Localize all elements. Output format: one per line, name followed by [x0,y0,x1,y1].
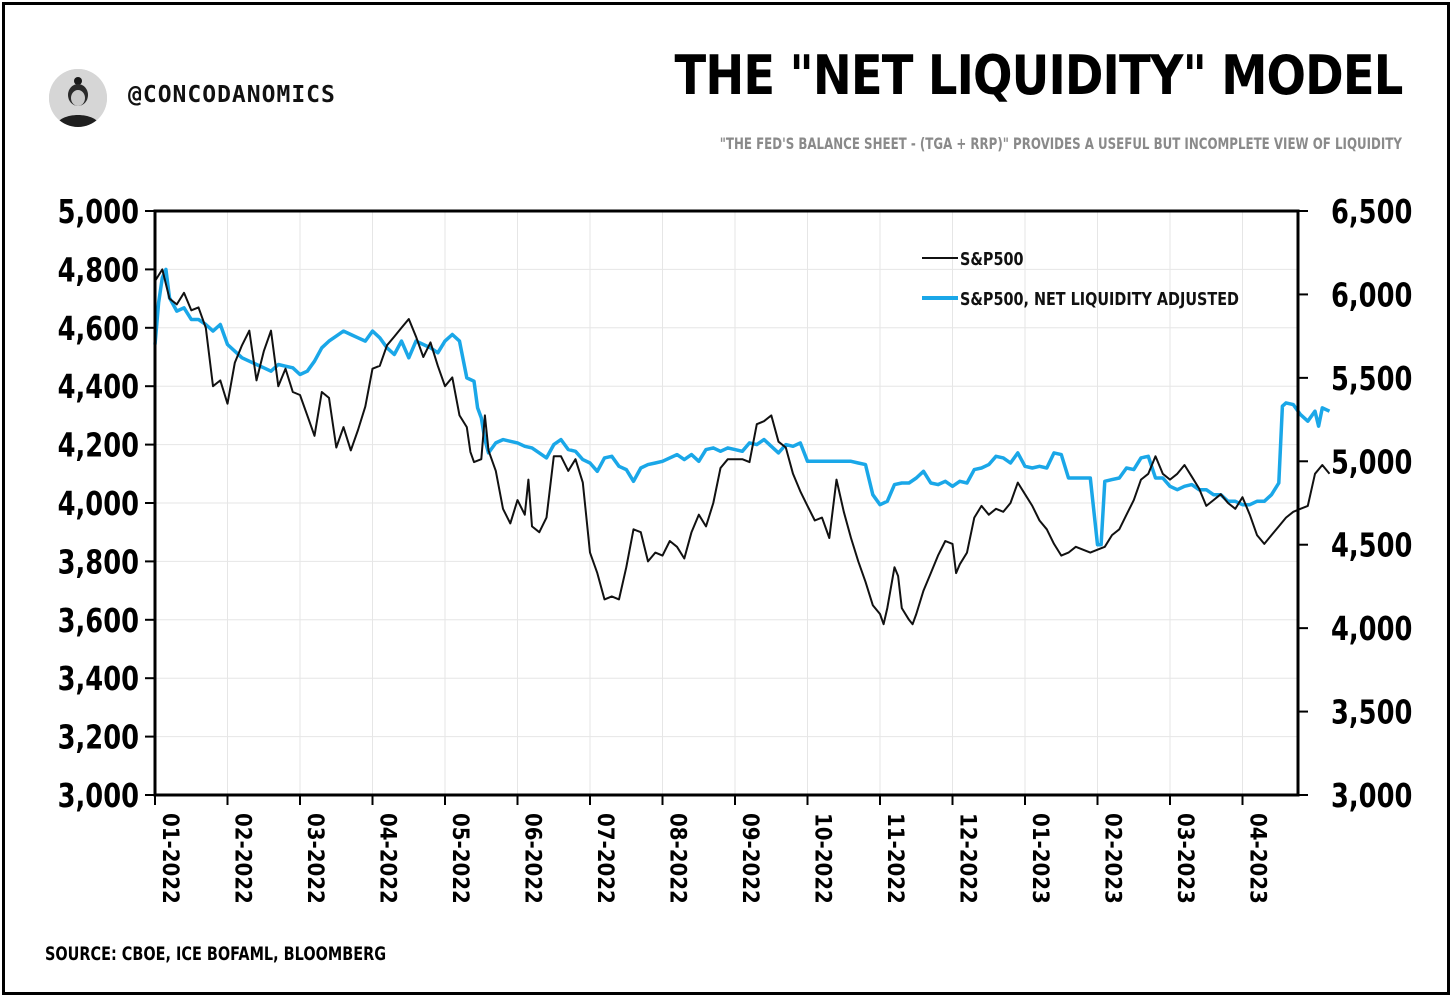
x-tick-label: 04-2023 [1245,813,1270,904]
avatar-portrait-icon [49,69,107,127]
series-line-net-liquidity-adjusted [153,267,1331,547]
y-axis-left: 3,000 3,200 3,400 3,600 3,800 4,000 4,200 4,400… [58,193,155,815]
y-left-tick-label: 3,600 [58,602,139,640]
legend-label-net-liquidity-adjusted: S&P500, NET LIQUIDITY ADJUSTED [960,288,1239,309]
y-left-tick-label: 4,400 [58,368,139,406]
y-left-tick-label: 3,200 [58,718,139,756]
chart-subtitle: "THE FED'S BALANCE SHEET - (TGA + RRP)" … [719,134,1402,153]
x-tick-label: 04-2022 [375,813,400,904]
y-left-tick-label: 4,800 [58,251,139,289]
x-tick-label: 11-2022 [883,813,908,904]
y-right-tick-label: 4,000 [1331,610,1412,648]
author-handle: @CONCODANOMICS [128,82,336,108]
legend: S&P500 S&P500, NET LIQUIDITY ADJUSTED [922,248,1239,309]
avatar [49,69,107,127]
y-left-tick-label: 4,000 [58,485,139,523]
y-left-tick-label: 3,400 [58,660,139,698]
y-right-tick-label: 3,000 [1331,777,1412,815]
x-tick-label: 06-2022 [520,813,545,904]
y-right-tick-label: 5,500 [1331,360,1412,398]
y-right-tick-label: 6,500 [1331,193,1412,231]
x-tick-label: 01-2022 [158,813,183,904]
x-tick-label: 02-2023 [1100,813,1125,904]
y-right-tick-label: 4,500 [1331,527,1412,565]
x-tick-label: 02-2022 [230,813,255,904]
chart-title: THE "NET LIQUIDITY" MODEL [674,44,1403,107]
y-right-tick-label: 5,000 [1331,443,1412,481]
legend-label-sp500: S&P500 [960,248,1023,269]
y-left-tick-label: 3,800 [58,543,139,581]
y-left-tick-label: 3,000 [58,777,139,815]
y-left-tick-label: 4,200 [58,426,139,464]
x-axis: 01-2022 02-2022 03-2022 04-2022 05-2022 06-20… [154,795,1270,904]
y-right-tick-label: 6,000 [1331,276,1412,314]
series-layer [153,267,1331,626]
x-tick-label: 03-2022 [303,813,328,904]
x-tick-label: 08-2022 [665,813,690,904]
x-tick-label: 10-2022 [810,813,835,904]
series-line-sp500 [154,268,1331,626]
x-tick-label: 09-2022 [738,813,763,904]
y-left-tick-label: 4,600 [58,310,139,348]
y-right-tick-label: 3,500 [1331,693,1412,731]
x-tick-label: 12-2022 [955,813,980,904]
x-tick-label: 05-2022 [448,813,473,904]
x-tick-label: 07-2022 [593,813,618,904]
x-tick-label: 01-2023 [1028,813,1053,904]
y-left-tick-label: 5,000 [58,193,139,231]
y-axis-right: 3,000 3,500 4,000 4,500 5,000 5,500 6,000 6,500 [1298,193,1412,815]
x-tick-label: 03-2023 [1173,813,1198,904]
source-note: SOURCE: CBOE, ICE BOFAML, BLOOMBERG [45,943,387,965]
